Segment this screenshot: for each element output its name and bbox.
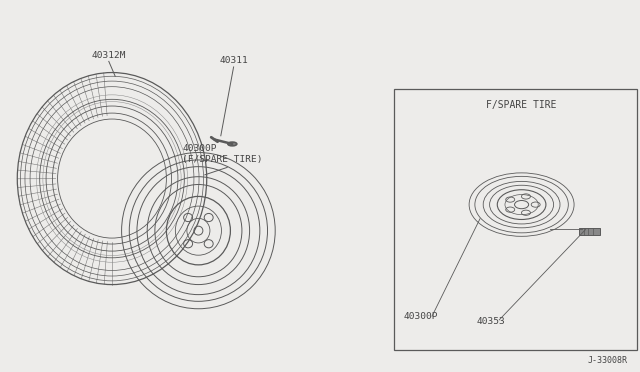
FancyBboxPatch shape: [579, 228, 600, 235]
Text: F/SPARE TIRE: F/SPARE TIRE: [486, 100, 557, 110]
Text: J-33008R: J-33008R: [588, 356, 627, 365]
Text: 40353: 40353: [477, 317, 506, 326]
Text: 40300P: 40300P: [403, 312, 438, 321]
Text: 40311: 40311: [220, 56, 248, 65]
Bar: [394, 89, 637, 350]
Text: 40300P
(F/SPARE TIRE): 40300P (F/SPARE TIRE): [182, 144, 263, 164]
Text: 40312M: 40312M: [92, 51, 126, 60]
Ellipse shape: [228, 142, 237, 146]
Ellipse shape: [515, 201, 529, 209]
